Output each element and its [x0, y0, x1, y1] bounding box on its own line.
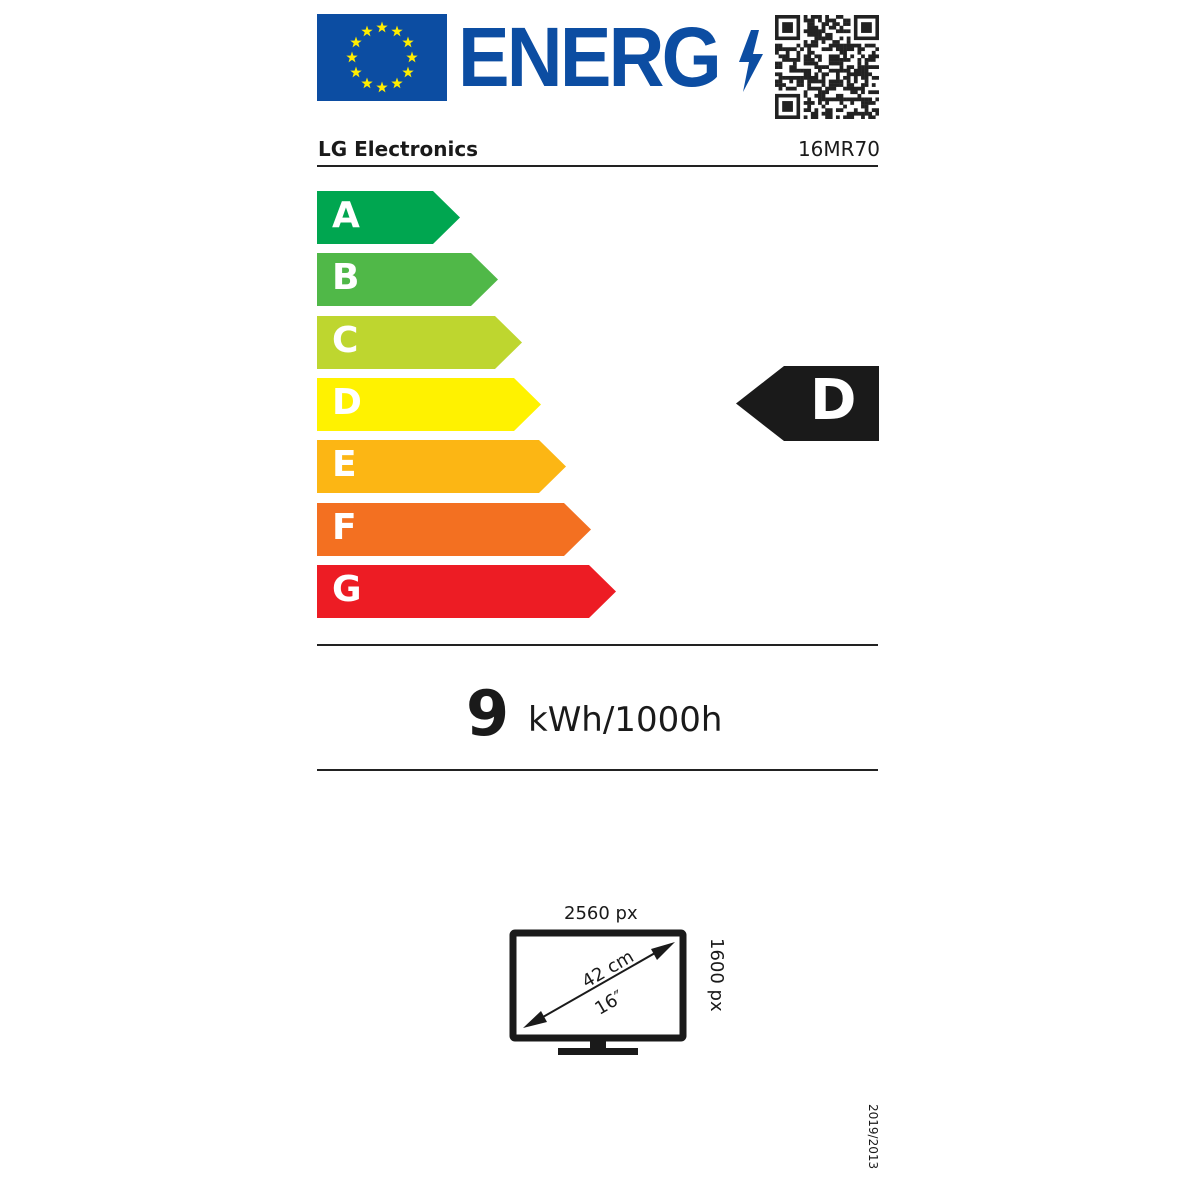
energy-class-letter: E	[332, 444, 357, 485]
energy-consumption-value: 9	[466, 677, 510, 750]
rated-class-letter: D	[810, 368, 857, 433]
energy-class-letter: B	[332, 257, 360, 298]
energy-class-bar-b: B	[317, 253, 498, 306]
energy-class-bar-g: G	[317, 565, 616, 618]
lightning-icon	[739, 30, 763, 92]
energy-class-bar-f: F	[317, 503, 591, 556]
energy-class-letter: F	[332, 507, 357, 548]
energy-consumption-unit: kWh/1000h	[528, 700, 723, 740]
diagonal-cm: 42 cm	[579, 946, 638, 992]
energy-class-letter: C	[332, 320, 359, 361]
qr-code[interactable]	[775, 15, 879, 119]
monitor-icon: 42 cm 16″	[509, 929, 687, 1055]
energy-class-letter: D	[332, 382, 362, 423]
energy-class-bar-a: A	[317, 191, 460, 244]
divider	[317, 165, 878, 167]
diagonal-inch: 16″	[591, 986, 627, 1019]
model-identifier: 16MR70	[797, 137, 880, 161]
energy-logo-text: ENERG	[458, 10, 722, 104]
energy-class-bar-e: E	[317, 440, 566, 493]
rated-class-indicator: D	[736, 366, 879, 441]
vertical-resolution: 1600 px	[706, 938, 727, 1012]
energy-class-bar-c: C	[317, 316, 522, 369]
divider	[317, 769, 878, 771]
eu-flag-logo	[317, 14, 447, 101]
energy-class-letter: A	[332, 195, 360, 236]
supplier-name: LG Electronics	[318, 137, 479, 161]
eu-stars-icon	[346, 21, 418, 93]
energy-class-bar-d: D	[317, 378, 541, 431]
divider	[317, 644, 878, 646]
energy-class-letter: G	[332, 569, 362, 610]
regulation-number: 2019/2013	[866, 1104, 880, 1170]
horizontal-resolution: 2560 px	[564, 903, 638, 924]
